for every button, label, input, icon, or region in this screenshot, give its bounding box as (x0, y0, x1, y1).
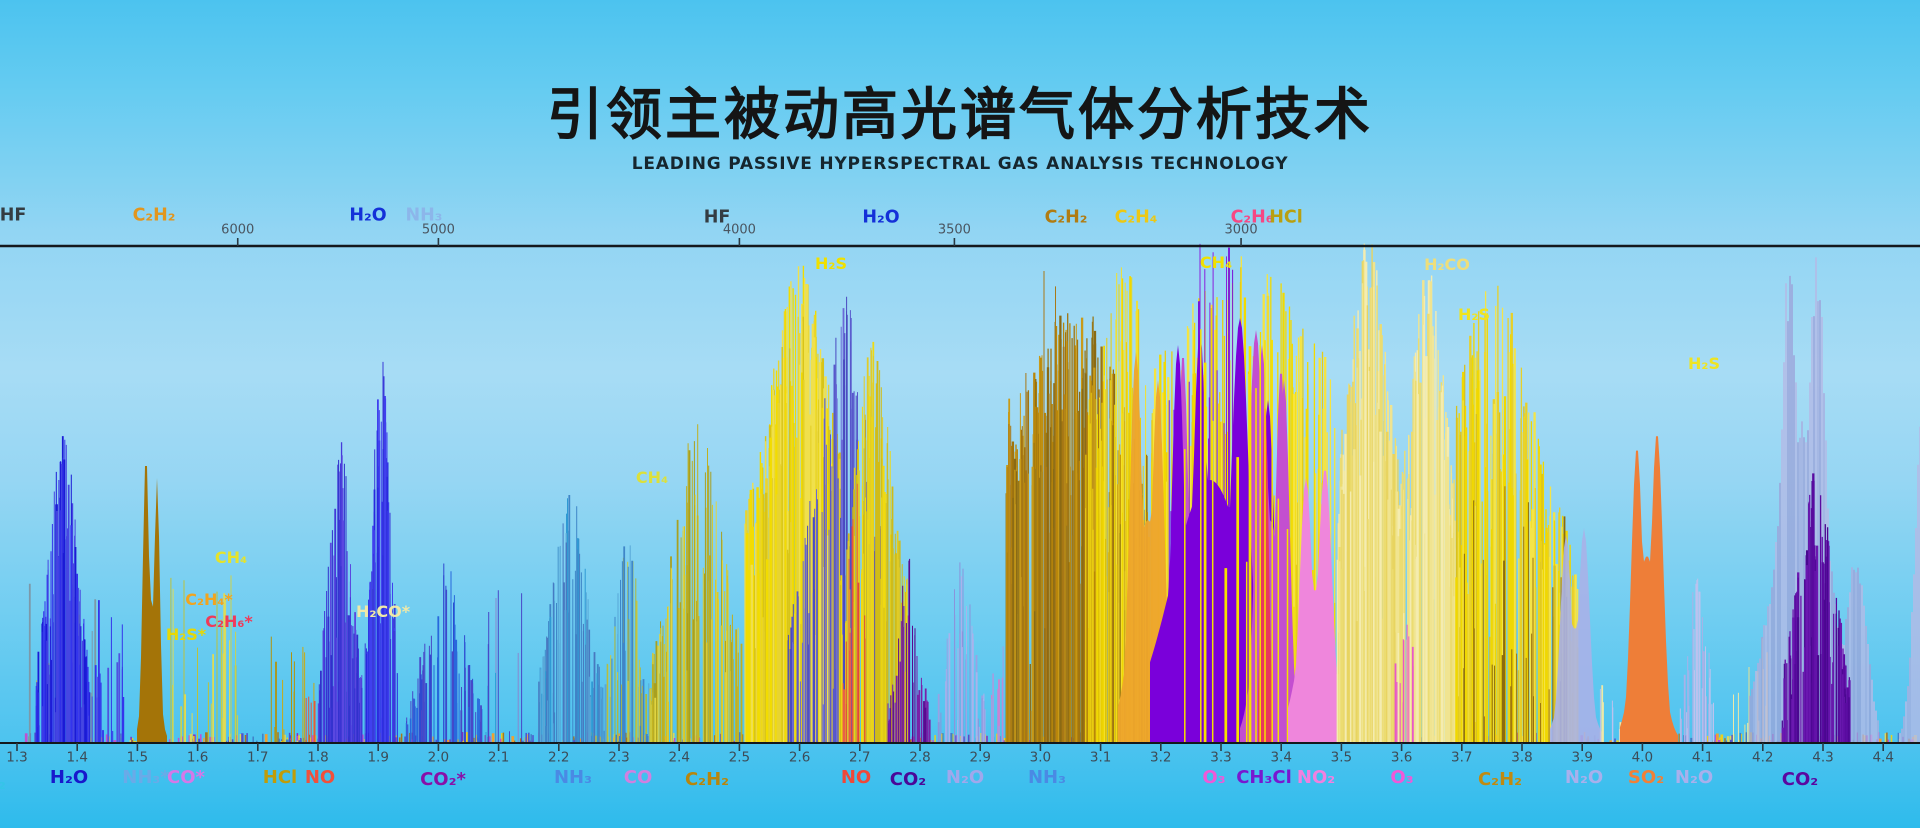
band-co2-4.45-edge (1899, 426, 1920, 742)
band-sparse-2.93 (991, 646, 1004, 742)
band-co2-2.77-purple (887, 558, 931, 742)
band-co2-2.0 (405, 563, 483, 742)
page-title: 引领主被动高光谱气体分析技术 (547, 83, 1373, 146)
band-h2o-1.84 (317, 442, 363, 742)
band-orchid-right-fill (1240, 345, 1298, 742)
band-o3-3.62-lines (1394, 624, 1414, 742)
band-nh3-1.5-fill (137, 466, 167, 742)
axes (0, 238, 1920, 751)
band-c2h2-2.43 (651, 424, 746, 742)
band-co2-4.27-dark-core (1781, 473, 1851, 742)
band-h2o-1.43-sparse (91, 600, 125, 742)
band-n2o-2.87 (937, 562, 986, 742)
band-h2co-3.55 (1336, 243, 1400, 742)
band-so2-4.0-fill (1620, 436, 1678, 742)
band-co-2.33 (601, 545, 653, 742)
band-h2o-1.9 (364, 361, 398, 742)
band-hcl-1.77-sparse (270, 636, 315, 742)
band-n2o-3.88-fill (1550, 528, 1602, 742)
band-no2-3.46-fill (1288, 470, 1348, 742)
band-ch4-1.6-sparse (170, 575, 239, 742)
page-subtitle: LEADING PASSIVE HYPERSPECTRAL GAS ANALYS… (631, 154, 1289, 174)
band-sparse-3.95 (1599, 685, 1622, 742)
band-h2o-1.37 (35, 436, 91, 742)
band-no-2.7-red (842, 483, 866, 742)
band-yellow-pierce-lines (1184, 329, 1289, 742)
band-nh3-2.25 (538, 495, 602, 742)
band-sparse-2.1 (485, 590, 523, 742)
band-n2o-4.08 (1679, 578, 1714, 742)
